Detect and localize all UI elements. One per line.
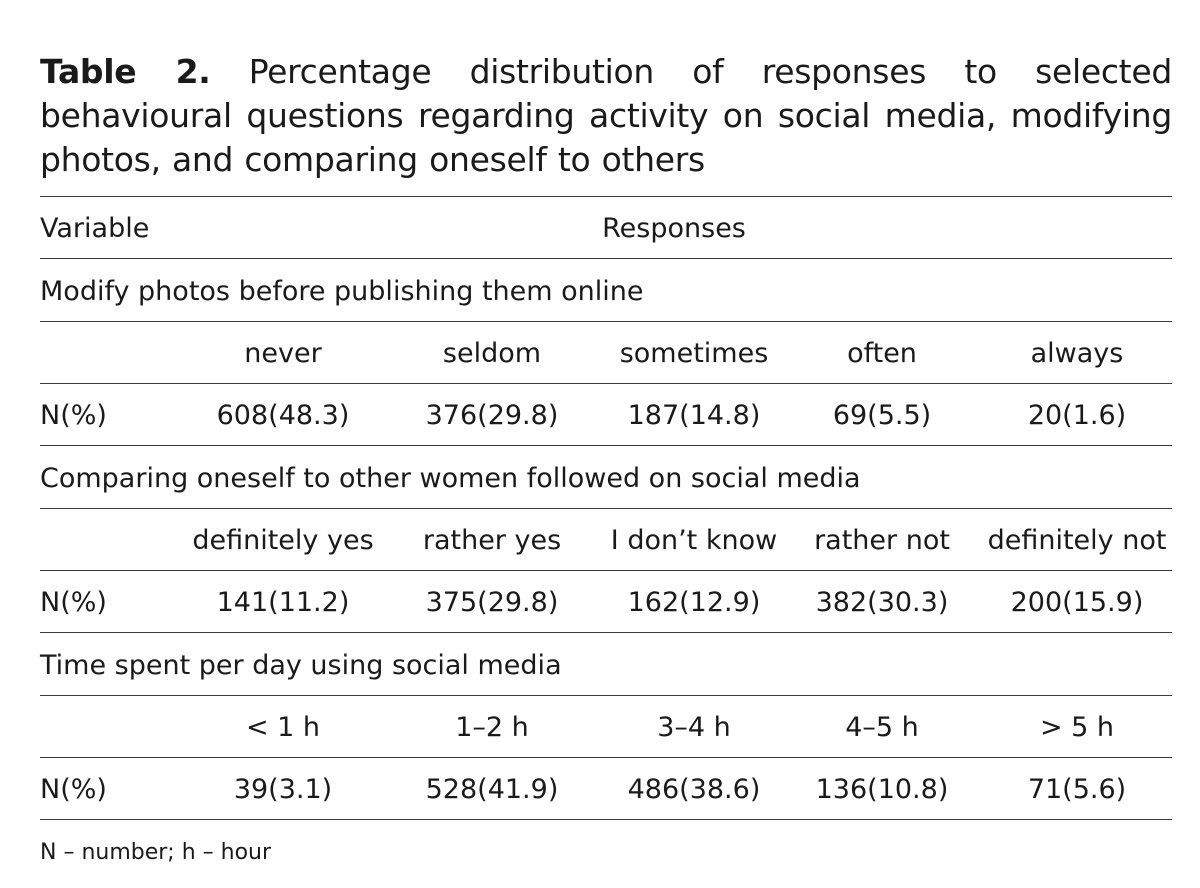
- header-responses: Responses: [602, 213, 746, 244]
- option-label: often: [847, 338, 917, 369]
- section-title-row: Comparing oneself to other women followe…: [40, 448, 1172, 510]
- value-cell: 136(10.8): [815, 774, 949, 805]
- rule-header-bottom: [40, 258, 1172, 259]
- rule: [40, 632, 1172, 633]
- option-label: definitely yes: [192, 525, 374, 556]
- rule: [40, 383, 1172, 384]
- value-cell: 486(38.6): [627, 774, 761, 805]
- table-caption-text: Percentage distribution of responses to …: [40, 52, 1172, 179]
- option-label: I don’t know: [610, 525, 778, 556]
- values-row: N(%) 39(3.1) 528(41.9) 486(38.6) 136(10.…: [40, 759, 1172, 821]
- value-cell: 528(41.9): [425, 774, 559, 805]
- section-title-row: Modify photos before publishing them onl…: [40, 261, 1172, 323]
- option-label: < 1 h: [245, 712, 321, 743]
- rule-bottom: [40, 819, 1172, 820]
- option-label: 4–5 h: [845, 712, 919, 743]
- section-title-row: Time spent per day using social media: [40, 635, 1172, 697]
- option-label: > 5 h: [1039, 712, 1115, 743]
- value-cell: 608(48.3): [216, 400, 350, 431]
- value-cell: 20(1.6): [1027, 400, 1127, 431]
- value-cell: 200(15.9): [1010, 587, 1144, 618]
- value-cell: 69(5.5): [832, 400, 932, 431]
- value-cell: 376(29.8): [425, 400, 559, 431]
- section-title: Time spent per day using social media: [40, 650, 562, 681]
- header-variable: Variable: [40, 213, 150, 244]
- value-cell: 187(14.8): [627, 400, 761, 431]
- value-cell: 382(30.3): [815, 587, 949, 618]
- value-cell: 162(12.9): [627, 587, 761, 618]
- section-title: Comparing oneself to other women followe…: [40, 463, 861, 494]
- option-label: 3–4 h: [657, 712, 731, 743]
- row-label: N(%): [40, 400, 107, 431]
- rule: [40, 570, 1172, 571]
- value-cell: 141(11.2): [216, 587, 350, 618]
- rule: [40, 695, 1172, 696]
- table-caption: Table 2. Percentage distribution of resp…: [40, 50, 1172, 182]
- section-title: Modify photos before publishing them onl…: [40, 276, 644, 307]
- option-label: sometimes: [619, 338, 769, 369]
- option-label: rather yes: [422, 525, 562, 556]
- option-label: 1–2 h: [455, 712, 529, 743]
- rule: [40, 445, 1172, 446]
- row-label: N(%): [40, 587, 107, 618]
- option-label: never: [244, 338, 322, 369]
- rule: [40, 757, 1172, 758]
- values-row: N(%) 608(48.3) 376(29.8) 187(14.8) 69(5.…: [40, 385, 1172, 447]
- option-label: rather not: [814, 525, 950, 556]
- option-label: definitely not: [987, 525, 1167, 556]
- option-label: always: [1030, 338, 1124, 369]
- options-row: < 1 h 1–2 h 3–4 h 4–5 h > 5 h: [40, 697, 1172, 759]
- value-cell: 39(3.1): [233, 774, 333, 805]
- rule: [40, 508, 1172, 509]
- option-label: seldom: [442, 338, 542, 369]
- rule: [40, 321, 1172, 322]
- table-footnote: N – number; h – hour: [40, 840, 272, 865]
- options-row: definitely yes rather yes I don’t know r…: [40, 510, 1172, 572]
- value-cell: 375(29.8): [425, 587, 559, 618]
- values-row: N(%) 141(11.2) 375(29.8) 162(12.9) 382(3…: [40, 572, 1172, 634]
- row-label: N(%): [40, 774, 107, 805]
- table-header-row: Variable Responses: [40, 198, 1172, 260]
- table-label: Table 2.: [40, 52, 211, 91]
- rule-top: [40, 196, 1172, 197]
- value-cell: 71(5.6): [1027, 774, 1127, 805]
- options-row: never seldom sometimes often always: [40, 323, 1172, 385]
